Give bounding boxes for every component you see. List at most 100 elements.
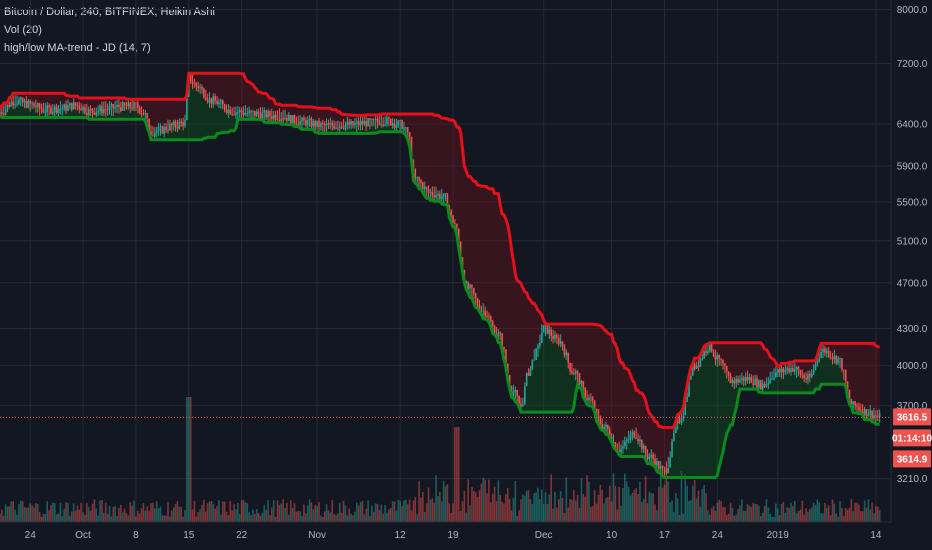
volume-bar: [759, 516, 762, 522]
volume-bar: [233, 503, 235, 522]
time-axis[interactable]: 24 Oct 8 15 22 Nov 12 19 Dec 10 17 24 2019 14: [25, 530, 882, 541]
volume-bar: [773, 516, 775, 522]
volume-bar: [497, 480, 500, 522]
volume-bar: [867, 499, 870, 522]
candle-body: [93, 112, 96, 116]
volume-bar: [448, 503, 451, 522]
candle-body: [308, 118, 311, 120]
volume-bar: [508, 499, 511, 522]
candle-body: [831, 357, 834, 360]
volume-bar: [588, 481, 590, 522]
price-tick-label: 5500.0: [897, 198, 928, 209]
volume-bar: [563, 513, 566, 522]
candle-body: [135, 102, 137, 104]
volume-bar: [433, 502, 435, 522]
volume-bar: [401, 506, 403, 522]
volume-bar: [82, 512, 84, 522]
volume-bar: [146, 506, 149, 522]
volume-bar: [452, 503, 454, 522]
candle-body: [465, 281, 468, 283]
candle-body: [858, 406, 860, 410]
volume-bar: [678, 515, 681, 522]
candle-body: [50, 107, 52, 114]
ma-trend-indicator-label[interactable]: high/low MA-trend - JD (14, 7): [4, 42, 151, 54]
volume-bar: [84, 514, 86, 522]
candle-body: [352, 121, 354, 125]
candle-body: [374, 118, 377, 120]
countdown-badge: [893, 429, 931, 447]
candle-body: [208, 98, 211, 103]
volume-bar: [505, 494, 507, 522]
volume-bar: [416, 514, 418, 522]
candle-body: [878, 413, 881, 418]
candle-body: [703, 351, 705, 359]
volume-bar: [569, 498, 571, 522]
price-axis[interactable]: 8000.0 7200.0 6400.0 5900.0 5500.0 5100.0 4700…: [897, 5, 928, 485]
candle-body: [0, 112, 1, 114]
candle-body: [104, 109, 107, 111]
volume-bar: [310, 502, 313, 522]
volume-bar: [269, 515, 271, 522]
volume-bar: [540, 489, 543, 522]
volume-bar: [873, 513, 875, 522]
volume-bar: [318, 501, 320, 522]
candle-body: [259, 113, 262, 119]
candle-body: [178, 121, 181, 129]
candle-body: [712, 351, 715, 357]
volume-bar: [758, 505, 760, 522]
volume-bar: [561, 498, 564, 522]
candle-body: [814, 364, 817, 371]
volume-bar: [382, 513, 385, 522]
candle-body: [233, 114, 235, 116]
candle-body: [293, 115, 296, 123]
volume-bar: [506, 488, 509, 522]
volume-bar: [314, 505, 317, 522]
volume-bar: [765, 499, 768, 522]
volume-bar: [70, 511, 73, 522]
time-tick-label: 8: [133, 530, 139, 541]
volume-indicator-label[interactable]: Vol (20): [4, 24, 42, 36]
symbol-title[interactable]: Bitcoin / Dollar, 240, BITFINEX, Heikin …: [4, 6, 215, 18]
volume-bar: [89, 510, 92, 522]
candle-body: [199, 87, 201, 88]
candle-body: [153, 132, 156, 137]
candle-body: [272, 115, 275, 119]
volume-bar: [374, 503, 377, 522]
volume-bar: [793, 501, 796, 522]
candle-body: [848, 389, 851, 399]
candle-body: [593, 400, 596, 409]
candle-body: [807, 374, 809, 380]
candle-body: [335, 127, 337, 129]
volume-bar: [557, 498, 560, 522]
volume-bar: [93, 499, 96, 522]
candle-body: [367, 118, 369, 127]
volume-bar: [586, 475, 588, 522]
volume-bar: [333, 514, 335, 522]
volume-bar: [733, 515, 736, 522]
candle-body: [144, 112, 147, 114]
candle-body: [557, 337, 560, 344]
volume-bar: [125, 513, 128, 522]
volume-bar: [650, 492, 653, 522]
candle-body: [506, 363, 509, 375]
volume-bar: [593, 490, 596, 522]
candle-body: [395, 125, 398, 128]
candle-body: [25, 100, 28, 108]
volume-bar: [639, 481, 641, 522]
volume-bar: [63, 508, 65, 522]
volume-bar: [36, 503, 39, 522]
candle-body: [1, 112, 3, 115]
volume-bar: [242, 500, 245, 522]
candle-body: [580, 380, 583, 384]
candle-body: [516, 389, 519, 396]
volume-bar: [550, 474, 553, 522]
candle-body: [454, 222, 456, 224]
candle-body: [535, 348, 537, 360]
price-axis-background: [891, 0, 932, 550]
volume-bar: [250, 515, 252, 522]
candle-body: [255, 111, 258, 116]
candle-body: [676, 417, 679, 424]
volume-bar: [461, 501, 464, 522]
candle-body: [152, 135, 154, 137]
